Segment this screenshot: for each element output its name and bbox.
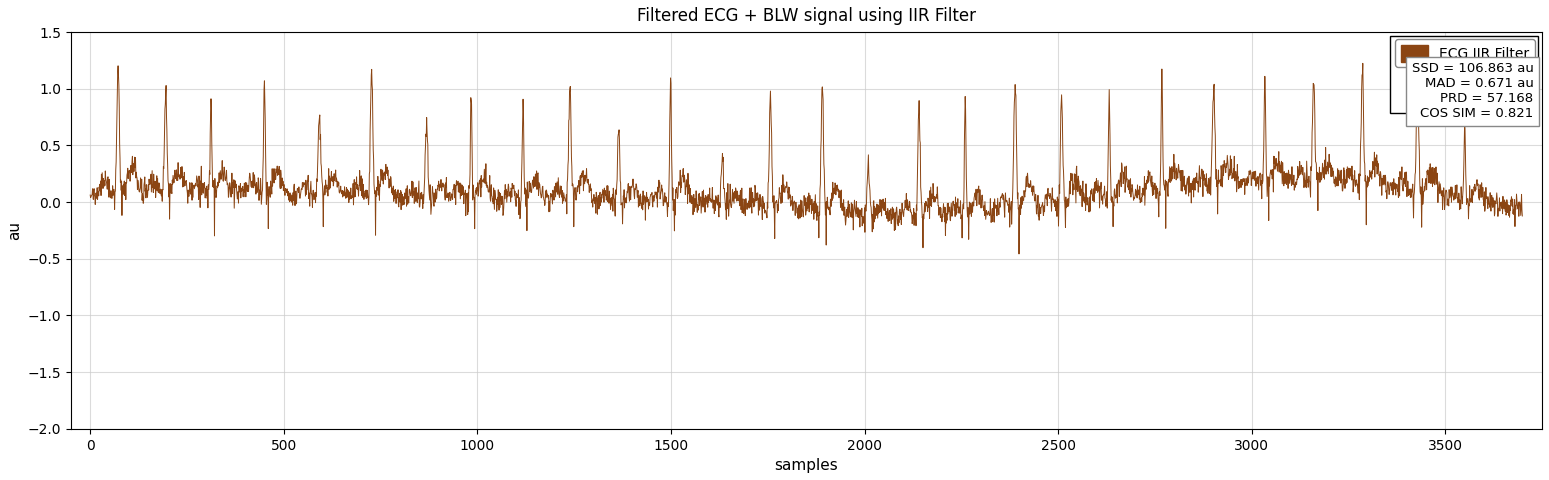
Legend: ECG IIR Filter: ECG IIR Filter [1396,39,1535,67]
Y-axis label: au: au [6,221,22,240]
Title: Filtered ECG + BLW signal using IIR Filter: Filtered ECG + BLW signal using IIR Filt… [637,7,976,25]
Text: SSD = 106.863 au
MAD = 0.671 au
PRD = 57.168
COS SIM = 0.821: SSD = 106.863 au MAD = 0.671 au PRD = 57… [1397,43,1530,106]
X-axis label: samples: samples [774,458,838,473]
Text: SSD = 106.863 au
MAD = 0.671 au
PRD = 57.168
COS SIM = 0.821: SSD = 106.863 au MAD = 0.671 au PRD = 57… [1411,62,1534,120]
